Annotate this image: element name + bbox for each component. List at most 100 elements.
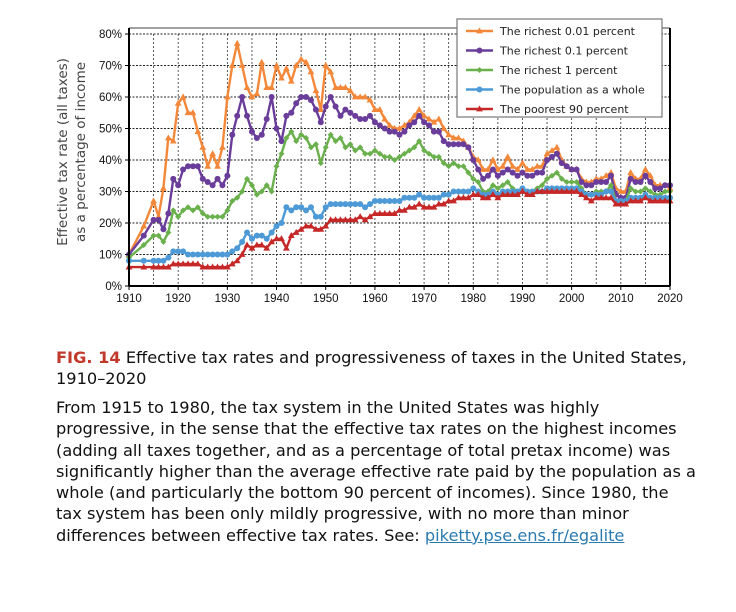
data-point bbox=[356, 213, 364, 220]
data-point bbox=[312, 141, 319, 148]
data-point bbox=[479, 194, 487, 201]
data-point bbox=[303, 134, 310, 141]
y-axis-title-line-2: as a percentage of income bbox=[73, 62, 89, 242]
data-point bbox=[563, 163, 570, 170]
data-point bbox=[253, 191, 260, 198]
data-point bbox=[160, 184, 167, 191]
data-point bbox=[293, 100, 300, 107]
data-point bbox=[396, 153, 403, 160]
data-point bbox=[223, 93, 231, 100]
legend-box bbox=[456, 18, 663, 118]
data-point bbox=[209, 213, 216, 220]
data-point bbox=[406, 122, 413, 129]
data-point bbox=[430, 128, 437, 135]
data-point bbox=[440, 138, 447, 145]
data-point bbox=[351, 216, 359, 223]
data-point bbox=[406, 147, 413, 154]
data-point bbox=[292, 228, 300, 235]
data-point bbox=[258, 131, 265, 138]
data-point bbox=[194, 128, 202, 135]
data-point bbox=[376, 106, 384, 112]
data-point bbox=[302, 58, 310, 65]
data-point bbox=[194, 251, 201, 258]
data-point bbox=[440, 191, 447, 198]
data-point bbox=[194, 260, 202, 267]
legend-item: The population as a whole bbox=[466, 84, 645, 97]
data-point bbox=[455, 194, 462, 201]
data-point bbox=[460, 194, 467, 201]
data-point bbox=[140, 222, 148, 229]
data-point bbox=[480, 175, 487, 182]
legend-label: The poorest 90 percent bbox=[499, 103, 629, 116]
data-point bbox=[180, 207, 187, 214]
x-tick-label: 1960 bbox=[362, 293, 388, 305]
data-point bbox=[568, 187, 576, 194]
data-point bbox=[317, 119, 324, 126]
data-point bbox=[622, 200, 630, 207]
data-point bbox=[209, 263, 217, 270]
data-point bbox=[175, 248, 182, 255]
data-point bbox=[199, 251, 206, 258]
data-point bbox=[239, 238, 246, 245]
data-point bbox=[445, 197, 453, 204]
data-point bbox=[548, 187, 556, 194]
data-point bbox=[175, 213, 182, 220]
data-point bbox=[169, 260, 177, 267]
data-point bbox=[661, 197, 669, 204]
data-point bbox=[420, 203, 428, 210]
x-tick-label: 2010 bbox=[608, 293, 634, 305]
x-tick-label: 1990 bbox=[510, 293, 536, 305]
data-point bbox=[523, 191, 531, 198]
data-point bbox=[371, 197, 378, 204]
data-point bbox=[233, 39, 241, 46]
data-point bbox=[209, 182, 216, 189]
y-tick-label: 0% bbox=[105, 281, 122, 293]
x-tick-label: 1970 bbox=[411, 293, 437, 305]
data-point bbox=[558, 187, 566, 194]
data-point bbox=[253, 241, 261, 248]
data-point bbox=[293, 204, 300, 211]
data-point bbox=[165, 254, 172, 261]
data-point bbox=[411, 119, 418, 126]
x-tick-label: 1910 bbox=[116, 293, 142, 305]
data-point bbox=[165, 210, 172, 217]
source-link[interactable]: piketty.pse.ens.fr/egalite bbox=[424, 525, 625, 545]
data-point bbox=[544, 157, 551, 163]
data-point bbox=[539, 169, 546, 176]
data-point bbox=[223, 263, 231, 270]
data-point bbox=[244, 175, 251, 182]
data-point bbox=[435, 128, 442, 135]
data-point bbox=[366, 150, 373, 157]
data-point bbox=[140, 242, 147, 249]
data-point bbox=[646, 172, 654, 179]
data-point bbox=[539, 182, 546, 189]
data-point bbox=[533, 162, 541, 169]
data-point bbox=[411, 194, 418, 201]
data-point bbox=[494, 185, 501, 192]
data-point bbox=[612, 200, 620, 207]
data-point bbox=[327, 94, 334, 100]
data-point bbox=[342, 144, 349, 151]
data-point bbox=[332, 138, 339, 145]
data-point bbox=[464, 194, 472, 201]
data-point bbox=[583, 182, 590, 189]
legend-swatch-marker bbox=[476, 86, 483, 93]
data-point bbox=[475, 179, 482, 186]
data-point bbox=[189, 251, 196, 258]
x-tick-label: 1930 bbox=[215, 293, 241, 305]
data-point bbox=[150, 232, 157, 239]
data-point bbox=[416, 191, 423, 198]
data-point bbox=[155, 257, 162, 264]
data-point bbox=[573, 166, 580, 173]
y-tick-label: 50% bbox=[99, 124, 122, 136]
data-point bbox=[307, 97, 314, 104]
legend: The richest 0.01 percent The richest 0.1 … bbox=[456, 18, 663, 118]
data-point bbox=[489, 156, 497, 163]
data-point bbox=[558, 160, 565, 167]
data-point bbox=[238, 61, 246, 68]
data-point bbox=[327, 131, 334, 138]
data-point bbox=[204, 162, 212, 169]
data-point bbox=[288, 128, 295, 135]
y-tick-label: 80% bbox=[99, 29, 122, 41]
data-point bbox=[233, 257, 241, 264]
